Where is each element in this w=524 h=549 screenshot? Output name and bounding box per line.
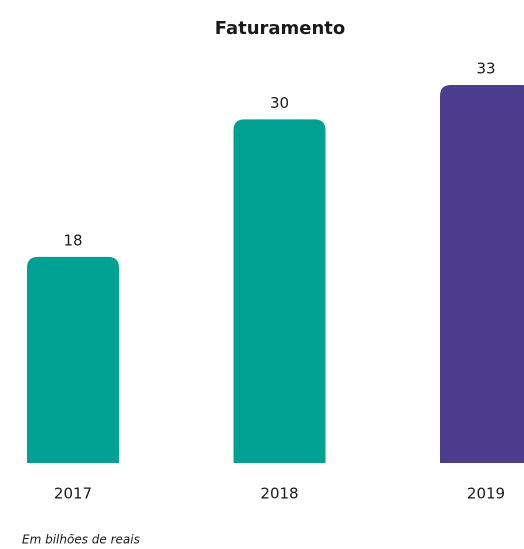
value-label: 33 (476, 60, 495, 78)
bar (27, 256, 119, 463)
value-label: 18 (63, 231, 82, 249)
x-tick-label: 2017 (54, 485, 92, 503)
note: Em bilhões de reais (22, 533, 140, 547)
chart-title: Faturamento (215, 18, 346, 39)
value-label: 30 (270, 94, 289, 112)
bar (440, 85, 524, 463)
x-tick-label: 2019 (467, 485, 505, 503)
x-tick-label: 2018 (260, 485, 298, 503)
bar (233, 119, 326, 463)
